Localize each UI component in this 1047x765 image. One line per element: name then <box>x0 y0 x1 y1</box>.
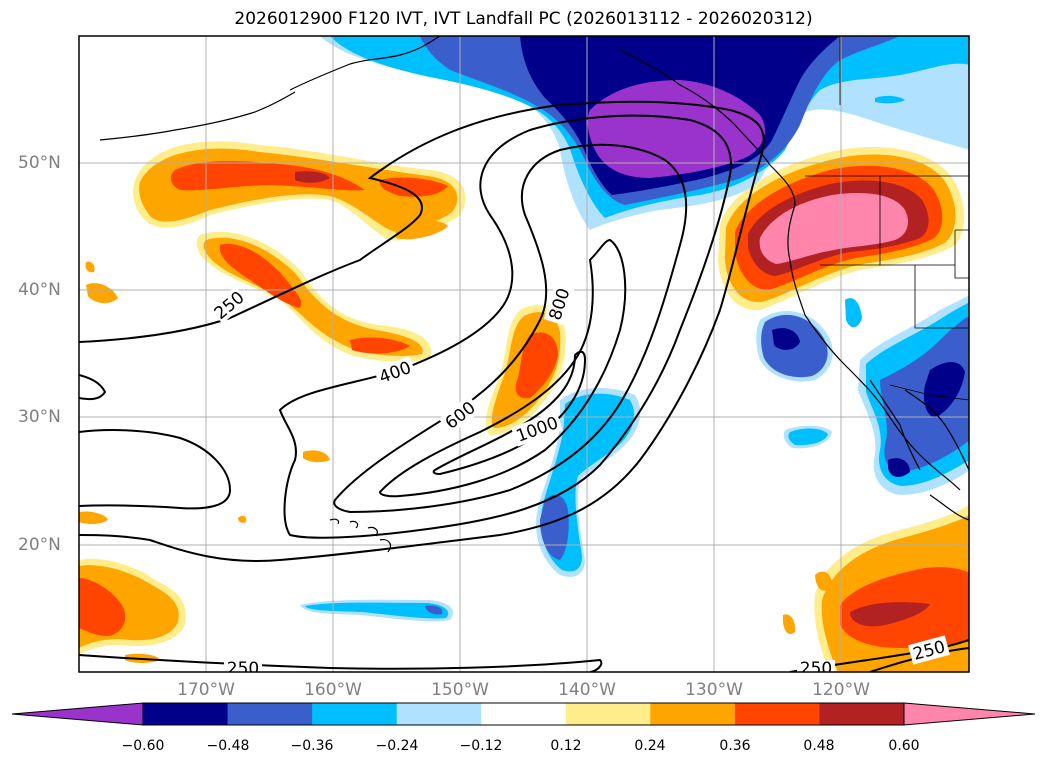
lat-label-30n: 30°N <box>18 407 61 427</box>
border-us-mexico <box>889 384 969 401</box>
contour-1000 <box>432 350 587 476</box>
fill-diag-band-red <box>219 244 302 308</box>
fill-sw-spot <box>79 511 108 524</box>
map-frame <box>78 35 970 673</box>
contour-800 <box>378 238 627 498</box>
colorbar-tick: 0.48 <box>803 738 835 754</box>
coastlines <box>99 36 969 553</box>
colorbar-tick: −0.36 <box>290 738 334 754</box>
colorbar-cell <box>227 703 313 725</box>
contour-250-sw <box>79 429 232 510</box>
contour-label-250-bottom: 250 <box>227 659 259 679</box>
fill-mex-navy2 <box>888 458 910 477</box>
fill-15n-sky <box>305 602 449 619</box>
border-state3 <box>914 265 969 329</box>
coast-bc-wa-or-ca <box>769 164 961 491</box>
fill-pnw-pink <box>759 192 909 264</box>
colorbar-cell <box>650 703 736 725</box>
fill-mex-navy <box>923 362 965 418</box>
colorbar-tick: 0.24 <box>634 738 666 754</box>
fill-se-spot2 <box>782 614 796 635</box>
coast-aleutians <box>99 91 296 141</box>
fill-spot-hawaii-n <box>303 450 330 463</box>
fill-diag-band-red2 <box>350 337 410 354</box>
lon-label-150w: 150°W <box>431 680 489 700</box>
lon-label-160w: 160°W <box>304 680 362 700</box>
lon-label-140w: 140°W <box>558 680 616 700</box>
coast-mexico-south <box>929 494 969 521</box>
fill-ca-navy <box>772 328 800 350</box>
contour-250-lower <box>79 654 603 672</box>
fill-spot-175w-b <box>85 261 95 273</box>
lon-label-130w: 130°W <box>685 680 743 700</box>
borders <box>805 36 969 401</box>
coast-alaska <box>289 36 441 91</box>
colorbar-cells <box>143 703 905 725</box>
contour-600 <box>333 143 688 514</box>
colorbar-tick: −0.48 <box>206 738 250 754</box>
fill-se-spot <box>815 571 832 591</box>
fill-goa-purple <box>587 80 765 178</box>
map-title: 2026012900 F120 IVT, IVT Landfall PC (20… <box>234 9 813 29</box>
coast-se-alaska <box>619 49 771 166</box>
colorbar-tick: −0.24 <box>375 738 419 754</box>
fill-se-darkred <box>850 602 930 627</box>
coast-hawaii <box>329 518 392 553</box>
contour-250-ne <box>79 374 107 401</box>
fill-streak-blue <box>540 494 569 560</box>
colorbar-tick: 0.60 <box>888 738 920 754</box>
colorbar-cell <box>734 703 820 725</box>
colorbar-tick: −0.60 <box>121 738 165 754</box>
fill-nw-band-redorange2 <box>379 177 448 197</box>
colorbar-cell <box>565 703 651 725</box>
lat-label-50n: 50°N <box>18 153 61 173</box>
contour-250-outer <box>79 100 765 562</box>
fill-spot-175w <box>86 283 118 304</box>
fill-nw-band-redorange <box>170 161 365 191</box>
colorbar <box>11 702 1036 726</box>
colorbar-cell <box>481 703 567 725</box>
colorbar-max-arrow <box>903 702 1036 726</box>
negative-anomaly-fills <box>300 36 969 622</box>
lat-label-20n: 20°N <box>18 535 61 555</box>
contour-label-250-bottom-right: 250 <box>800 659 832 679</box>
colorbar-cell <box>312 703 398 725</box>
coast-mexico-gulf <box>904 389 969 471</box>
lon-label-170w: 170°W <box>177 680 235 700</box>
colorbar-tick: −0.12 <box>459 738 503 754</box>
fill-spot-nw-inland <box>875 95 905 104</box>
fill-15n-blue <box>425 605 443 615</box>
colorbar-min-arrow <box>11 702 144 726</box>
fill-mex-sky2 <box>845 298 862 328</box>
fill-spot-125w-sky <box>788 428 828 446</box>
border-state4 <box>954 229 969 279</box>
colorbar-cell <box>143 703 229 725</box>
coast-baja <box>869 379 921 471</box>
fill-nw-darkred <box>295 171 330 183</box>
colorbar-cell <box>819 703 905 725</box>
colorbar-tick: 0.36 <box>719 738 751 754</box>
fill-central-red <box>515 332 558 399</box>
lat-label-40n: 40°N <box>18 280 61 300</box>
fill-spot-tiny <box>238 515 247 523</box>
contour-400 <box>278 114 732 539</box>
gridlines <box>79 36 969 672</box>
colorbar-cell <box>396 703 482 725</box>
fill-sw-red <box>79 578 126 636</box>
map-layers: 250 400 600 800 1000 250 250 250 <box>79 36 969 679</box>
lon-label-120w: 120°W <box>812 680 870 700</box>
colorbar-tick: 0.12 <box>550 738 582 754</box>
